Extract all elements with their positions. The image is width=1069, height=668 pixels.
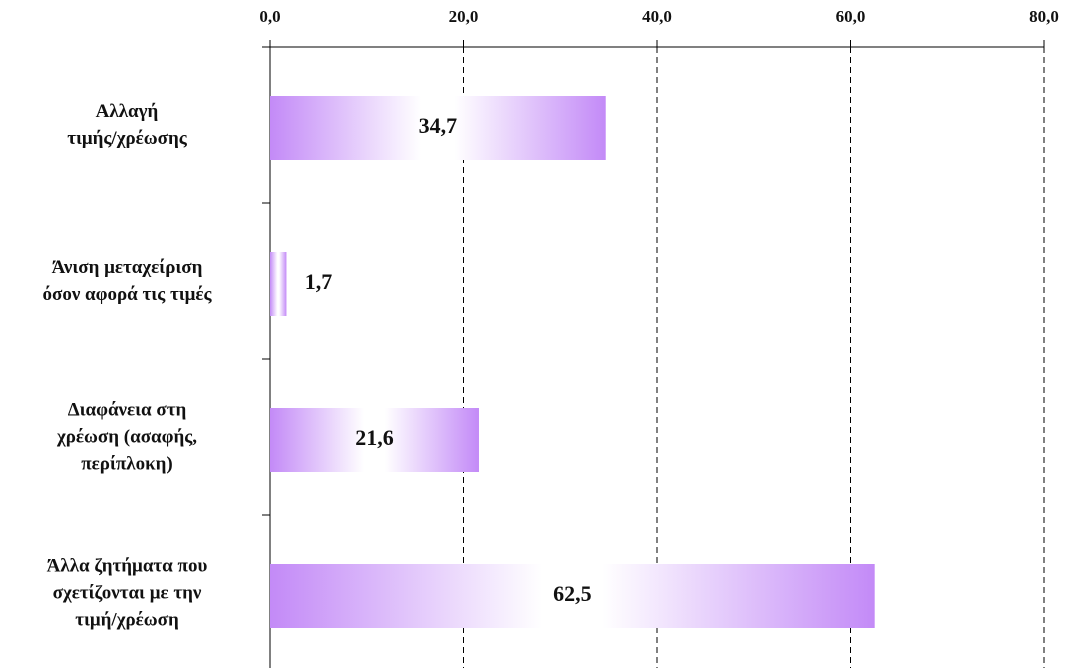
bar xyxy=(270,252,287,316)
value-label: 1,7 xyxy=(305,269,333,294)
category-label: Άλλα ζητήματα που σχετίζονται με την τιμ… xyxy=(46,555,208,631)
category-label: Αλλαγή τιμής/χρέωσης xyxy=(67,101,187,149)
value-label: 62,5 xyxy=(553,581,592,606)
x-tick-label: 20,0 xyxy=(449,7,479,26)
x-tick-label: 80,0 xyxy=(1029,7,1059,26)
category-label: Άνιση μεταχείριση όσον αφορά τις τιμές xyxy=(42,257,212,305)
bar xyxy=(270,96,606,160)
value-label: 34,7 xyxy=(419,113,458,138)
x-tick-label: 60,0 xyxy=(836,7,866,26)
bar xyxy=(270,564,875,628)
x-tick-label: 40,0 xyxy=(642,7,672,26)
bar xyxy=(270,408,479,472)
x-tick-label: 0,0 xyxy=(259,7,280,26)
value-label: 21,6 xyxy=(355,425,394,450)
category-label: Διαφάνεια στη χρέωση (ασαφής, περίπλοκη) xyxy=(56,399,198,475)
